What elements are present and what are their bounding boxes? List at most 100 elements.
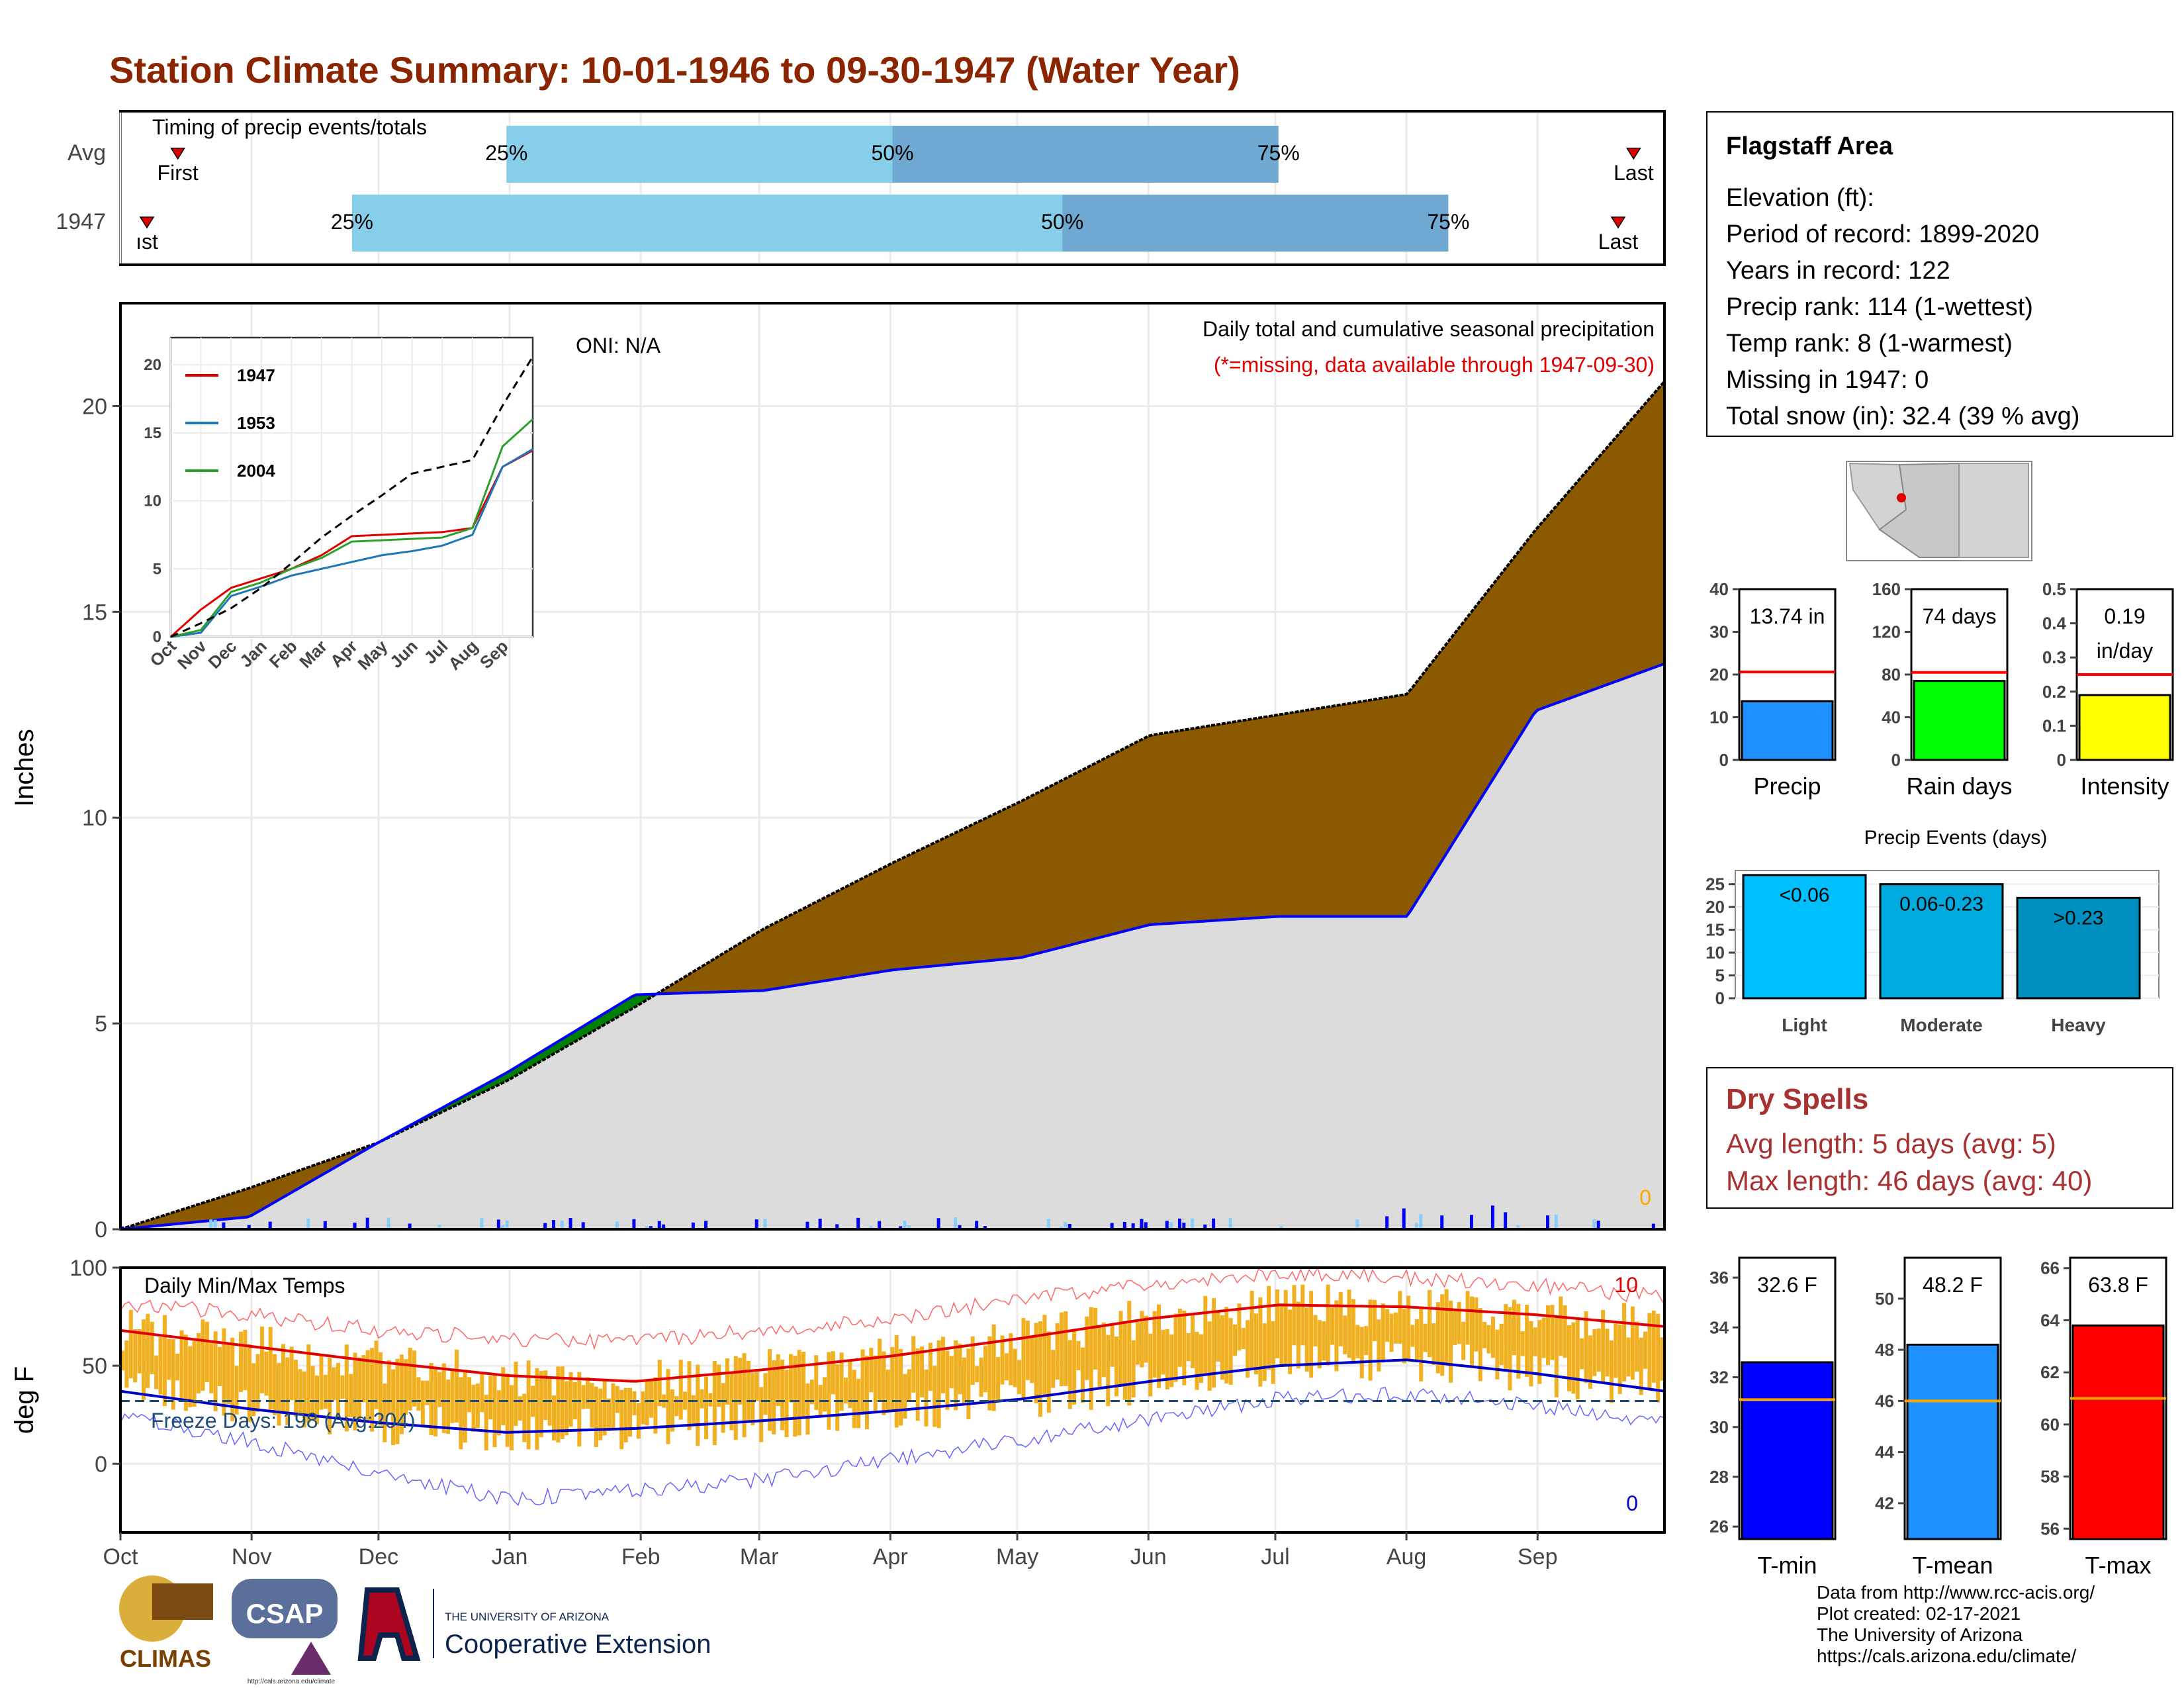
daily-temp-bar [128, 1309, 133, 1379]
daily-temp-bar [1322, 1321, 1326, 1361]
daily-temp-bar [399, 1354, 404, 1434]
daily-temp-bar [1296, 1301, 1300, 1369]
daily-temp-bar [839, 1352, 844, 1411]
daily-temp-bar [1588, 1335, 1592, 1389]
inset-ytick-label: 20 [144, 356, 161, 374]
daily-temp-bar [1482, 1322, 1487, 1348]
daily-temp-bar [649, 1379, 653, 1418]
daily-temp-bar [1449, 1300, 1453, 1383]
daily-temp-bar [700, 1389, 704, 1409]
daily-temp-bar [814, 1355, 819, 1411]
daily-precip-bar [1212, 1218, 1216, 1229]
daily-precip-bar [1122, 1221, 1126, 1229]
daily-precip-bar [437, 1225, 441, 1229]
info-line-temp-rank: Temp rank: 8 (1-warmest) [1726, 330, 2013, 357]
daily-temp-bar [852, 1370, 856, 1429]
events-ytick-label: 0 [1715, 988, 1725, 1008]
daily-precip-bar [1059, 1226, 1063, 1229]
precip-note: Daily total and cumulative seasonal prec… [1203, 317, 1655, 341]
daily-temp-bar [1406, 1295, 1411, 1360]
station-location-marker [1897, 493, 1906, 502]
events-category-label: Moderate [1900, 1015, 1982, 1035]
daily-temp-bar [1042, 1315, 1047, 1395]
metric-ytick-label: 0.3 [2042, 647, 2066, 667]
daily-temp-bar [1127, 1301, 1132, 1406]
daily-temp-bar [1571, 1322, 1576, 1394]
daily-temp-bar [429, 1363, 433, 1436]
daily-temp-bar [594, 1386, 598, 1448]
daily-temp-bar [691, 1395, 696, 1426]
daily-temp-bar [1605, 1329, 1610, 1377]
daily-temp-bar [340, 1375, 345, 1399]
daily-temp-bar [1656, 1313, 1661, 1403]
daily-temp-bar [412, 1350, 417, 1407]
daily-temp-bar [1567, 1325, 1571, 1391]
daily-temp-bar [179, 1330, 184, 1402]
csap-logo-text: CSAP [246, 1598, 324, 1629]
dry-spells-panel: Dry Spells Avg length: 5 days (avg: 5) M… [1706, 1067, 2173, 1209]
daily-temp-bar [1444, 1289, 1449, 1364]
main-ytick-label: 0 [95, 1217, 107, 1243]
month-label: Jul [1261, 1544, 1289, 1570]
daily-temp-bar [1267, 1286, 1271, 1370]
daily-temp-bar [158, 1337, 163, 1395]
timing-bar-q50-q75 [1062, 195, 1449, 252]
inset-series-line [170, 448, 533, 638]
events-category-label: Heavy [2051, 1015, 2106, 1035]
daily-temp-bar [306, 1344, 311, 1423]
metric-value-unit: in/day [2097, 639, 2153, 663]
metric-bar [2071, 1324, 2165, 1540]
daily-temp-bar [1271, 1321, 1275, 1384]
climas-logo-emblem [152, 1583, 213, 1620]
daily-temp-bar [1635, 1321, 1639, 1372]
avg-max-line [120, 1303, 1665, 1383]
daily-temp-bar [1004, 1353, 1009, 1381]
metric-ytick-label: 0.2 [2042, 682, 2066, 702]
daily-precip-bar [1140, 1219, 1144, 1229]
daily-temp-bar [754, 1372, 759, 1401]
daily-temp-bar [408, 1347, 412, 1411]
daily-temp-bar [1402, 1309, 1406, 1364]
daily-temp-bar [784, 1370, 789, 1438]
daily-temp-bar [1359, 1327, 1364, 1379]
daily-temp-bar [725, 1358, 730, 1405]
daily-temp-bar [1304, 1307, 1309, 1372]
daily-temp-bar [1144, 1315, 1148, 1363]
daily-temp-bar [1182, 1310, 1187, 1385]
daily-temp-bar [150, 1321, 154, 1374]
inset-series-line [170, 418, 534, 638]
metric-ytick-label: 40 [1709, 579, 1729, 599]
daily-temp-bar [1490, 1316, 1495, 1358]
footer-logos: CLIMAS CSAP http://cals.arizona.edu/climat… [119, 1575, 711, 1685]
daily-temp-bar [505, 1373, 510, 1447]
daily-temp-bar [1161, 1329, 1165, 1375]
daily-temp-bar [510, 1385, 514, 1450]
daily-temp-bar [1009, 1333, 1013, 1385]
metric-ytick-label: 56 [2040, 1519, 2060, 1538]
daily-temp-bar [518, 1396, 522, 1421]
daily-temp-bar [264, 1351, 269, 1396]
daily-temp-bar [1660, 1337, 1664, 1381]
daily-temp-bar [793, 1356, 797, 1437]
daily-temp-bar [1326, 1284, 1330, 1366]
daily-temp-bar [1512, 1299, 1516, 1356]
daily-temp-bar [539, 1371, 543, 1438]
daily-temp-bar [1575, 1317, 1580, 1400]
credit-line-4: https://cals.arizona.edu/climate/ [1817, 1646, 2077, 1666]
daily-temp-bar [1199, 1334, 1203, 1383]
daily-temp-bar [1152, 1311, 1157, 1378]
timing-q50-label: 50% [1041, 210, 1083, 234]
daily-temp-bar [1617, 1325, 1622, 1394]
metric-ytick-label: 0 [2057, 750, 2066, 770]
daily-precip-bar [818, 1219, 822, 1229]
daily-precip-bar [975, 1221, 979, 1229]
daily-temp-bar [856, 1378, 861, 1429]
daily-precip-bar [1651, 1223, 1655, 1229]
inset-ytick-label: 15 [144, 424, 161, 442]
metric-ytick-label: 42 [1875, 1493, 1894, 1513]
daily-temp-bar [543, 1370, 548, 1421]
daily-temp-bar [133, 1329, 138, 1383]
daily-precip-bar [704, 1221, 708, 1229]
daily-temp-bar [298, 1369, 302, 1413]
daily-temp-bar [1601, 1309, 1606, 1382]
